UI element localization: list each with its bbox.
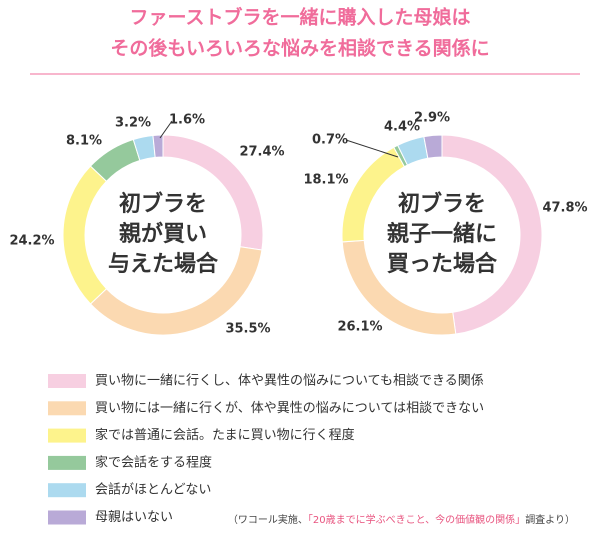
source-part: （ワコール実施、 [228, 513, 308, 526]
legend-label: 家で会話をする程度 [95, 454, 212, 470]
leader-line [345, 139, 399, 158]
source-part: 「20歳までに学ぶべきこと、今の価値観の関係」 [308, 513, 525, 526]
legend-swatch [48, 428, 86, 443]
value-label: 35.5% [225, 322, 270, 337]
source-part: 調査より） [525, 513, 575, 526]
donut-slice [441, 134, 543, 335]
center-label: 買った場合 [387, 251, 498, 277]
legend-swatch [48, 483, 86, 498]
value-label: 1.6% [169, 113, 205, 128]
legend-label: 家では普通に会話。たまに買い物に行く程度 [95, 427, 355, 443]
legend-swatch [48, 455, 86, 470]
legend-swatch [48, 510, 86, 525]
legend-swatch [48, 374, 86, 388]
legend-label: 買い物に一緒に行くし、体や異性の悩みについても相談できる関係 [95, 373, 484, 389]
chart-title: その後もいろいろな悩みを相談できる関係に [110, 37, 489, 60]
value-label: 24.2% [9, 234, 54, 249]
value-label: 2.9% [414, 111, 450, 126]
value-label: 47.8% [542, 201, 587, 216]
legend-label: 母親はいない [95, 510, 173, 525]
legend-label: 買い物には一緒に行くが、体や異性の悩みについては相談できない [95, 400, 484, 416]
donut-slice [62, 165, 108, 305]
donut-slice [423, 134, 443, 159]
legend-label: 会話がほとんどない [95, 482, 211, 498]
donut-slice [152, 134, 164, 158]
chart-title: ファーストブラを一緒に購入した母娘は [129, 6, 470, 29]
center-label: 与えた場合 [108, 251, 219, 277]
center-label: 初ブラを [398, 191, 486, 217]
leader-line [159, 120, 173, 139]
legend-swatch [48, 401, 86, 416]
value-label: 3.2% [115, 116, 151, 131]
value-label: 26.1% [337, 320, 382, 335]
value-label: 0.7% [312, 133, 348, 148]
value-label: 8.1% [66, 134, 102, 149]
value-label: 4.4% [384, 120, 420, 135]
center-label: 親が買い [119, 221, 207, 247]
center-label: 初ブラを [119, 191, 207, 217]
center-label: 親子一緒に [387, 221, 497, 247]
value-label: 18.1% [303, 173, 348, 188]
source-note: （ワコール実施、「20歳までに学ぶべきこと、今の価値観の関係」調査より） [228, 513, 575, 526]
value-label: 27.4% [239, 145, 284, 160]
